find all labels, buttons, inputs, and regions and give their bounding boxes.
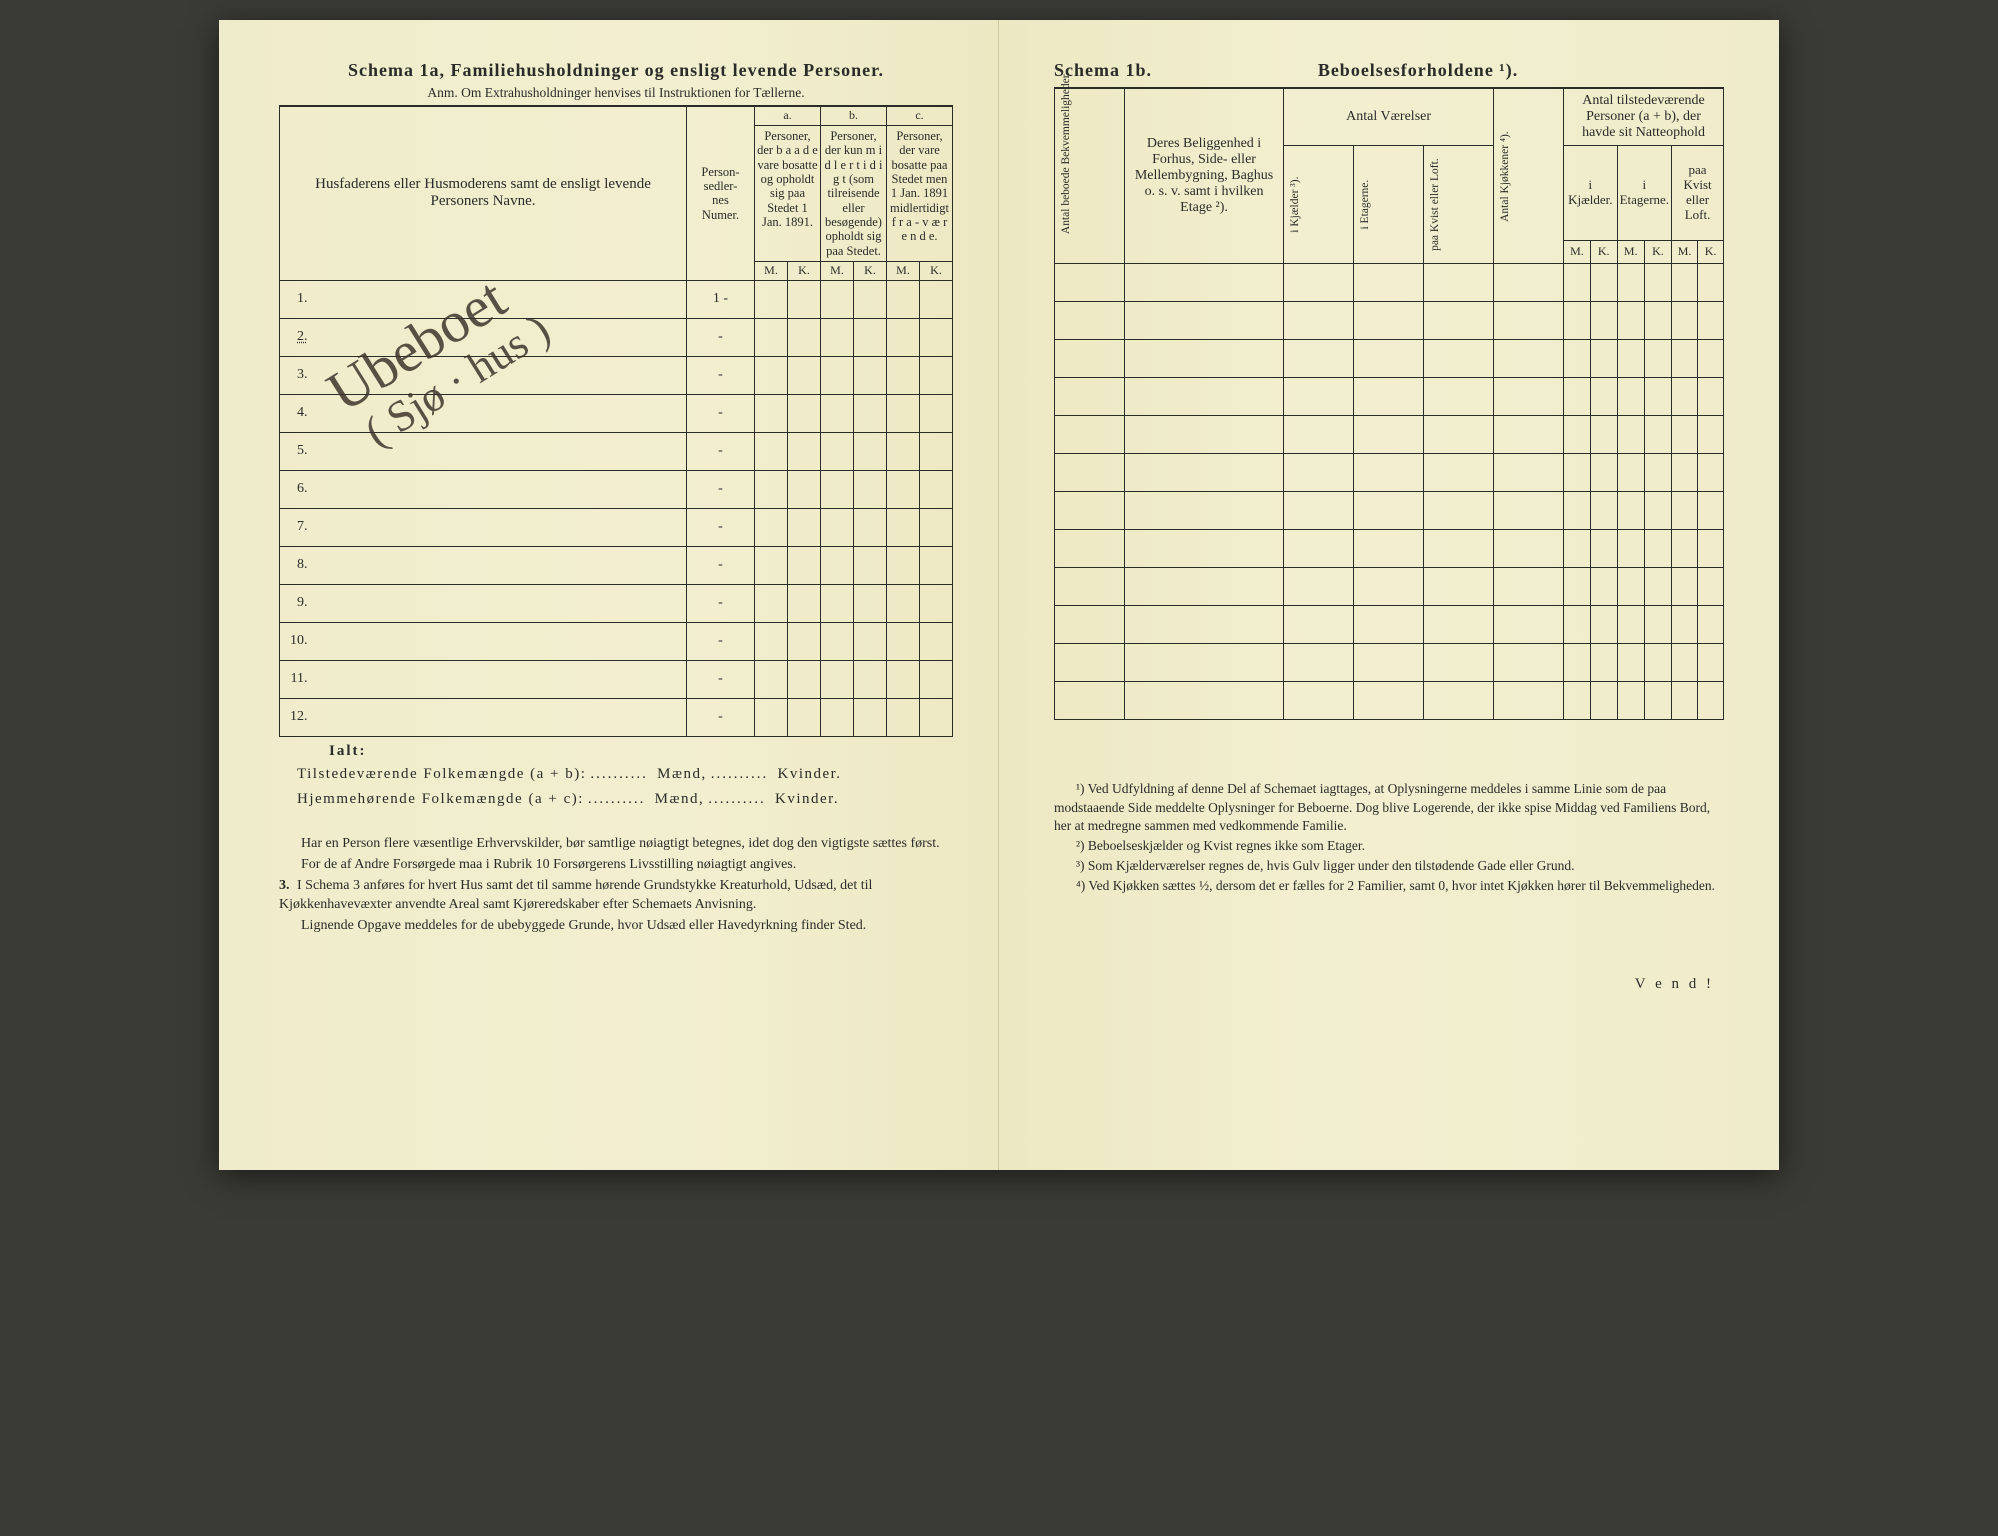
kv-M: M. — [1672, 241, 1698, 264]
schema-1b-table: Antal beboede Bekvemmeligheder. Deres Be… — [1054, 88, 1724, 720]
rooms-kvist: paa Kvist eller Loft. — [1424, 146, 1494, 264]
anm-line: Anm. Om Extrahusholdninger henvises til … — [279, 85, 953, 106]
table-row: 3.- — [280, 356, 953, 394]
table-row: 12.- — [280, 698, 953, 736]
schema-1a-table: Husfaderens eller Husmoderens samt de en… — [279, 106, 953, 737]
kj-K: K. — [1590, 241, 1617, 264]
table-row — [1055, 682, 1724, 720]
pers-kjælder: i Kjælder. — [1564, 146, 1618, 241]
a-M: M. — [755, 262, 788, 281]
table-row — [1055, 492, 1724, 530]
schema-1a-title: Schema 1a, Familiehusholdninger og ensli… — [279, 60, 953, 81]
kj-M: M. — [1564, 241, 1591, 264]
table-row — [1055, 606, 1724, 644]
col-kjokken: Antal Kjøkkener ⁴). — [1494, 89, 1564, 264]
schema-1b-rows — [1055, 264, 1724, 720]
left-notes: Har en Person flere væsentlige Erhvervsk… — [279, 835, 953, 935]
vend-label: V e n d ! — [1054, 976, 1724, 993]
table-row — [1055, 454, 1724, 492]
c-M: M. — [887, 262, 920, 281]
grp-vaerelser: Antal Værelser — [1284, 89, 1494, 146]
table-row — [1055, 530, 1724, 568]
note-1: Har en Person flere væsentlige Erhvervsk… — [279, 835, 953, 854]
pers-kvist: paa Kvist eller Loft. — [1672, 146, 1724, 241]
table-row: 8.- — [280, 546, 953, 584]
rooms-kjælder: i Kjælder ³). — [1284, 146, 1354, 264]
schema-1b-title: Beboelsesforholdene ¹). — [1318, 60, 1518, 81]
b-K: K. — [854, 262, 887, 281]
a-K: K. — [788, 262, 821, 281]
totals-hjemme: Hjemmehørende Folkemængde (a + c): Mænd,… — [279, 787, 953, 813]
c-K: K. — [920, 262, 953, 281]
kv-K: K. — [1698, 241, 1724, 264]
right-footnotes: ¹) Ved Udfyldning af denne Del af Schema… — [1054, 780, 1724, 895]
table-row — [1055, 340, 1724, 378]
et-M: M. — [1617, 241, 1644, 264]
col-beliggenhed: Deres Beliggenhed i Forhus, Side- eller … — [1125, 89, 1284, 264]
grp-a: a. — [755, 107, 821, 126]
footnote-2: ²) Beboelseskjælder og Kvist regnes ikke… — [1054, 837, 1724, 855]
note-4: Lignende Opgave meddeles for de ubebygge… — [279, 917, 953, 936]
grp-a-text: Personer, der b a a d e vare bosatte og … — [755, 125, 821, 261]
pers-etager: i Etagerne. — [1617, 146, 1671, 241]
note-2: For de af Andre Forsørgede maa i Rubrik … — [279, 856, 953, 875]
table-row — [1055, 264, 1724, 302]
ialt-label: Ialt: — [279, 737, 953, 762]
table-row: 4.- — [280, 394, 953, 432]
table-row — [1055, 568, 1724, 606]
totals-tilstede: Tilstedeværende Folkemængde (a + b): Mæn… — [279, 762, 953, 788]
left-page: Schema 1a, Familiehusholdninger og ensli… — [219, 20, 999, 1170]
grp-b: b. — [821, 107, 887, 126]
note-3: 3.I Schema 3 anføres for hvert Hus samt … — [279, 877, 953, 915]
right-page: Schema 1b. Beboelsesforholdene ¹). Antal… — [999, 20, 1779, 1170]
table-row: 7.- — [280, 508, 953, 546]
table-row — [1055, 302, 1724, 340]
table-row: 5.- — [280, 432, 953, 470]
table-row — [1055, 644, 1724, 682]
table-row: 10.- — [280, 622, 953, 660]
schema-1a-rows: 1.1 - 2.- 3.- 4.- 5.- 6.- 7.- 8.- 9.- 10… — [280, 280, 953, 736]
grp-personer: Antal tilstedeværende Personer (a + b), … — [1564, 89, 1724, 146]
col-bekvem: Antal beboede Bekvemmeligheder. — [1055, 89, 1125, 264]
footnote-4: ⁴) Ved Kjøkken sættes ½, dersom det er f… — [1054, 877, 1724, 895]
col-names-header: Husfaderens eller Husmoderens samt de en… — [280, 107, 687, 281]
col-personseddel-header: Person- sedler- nes Numer. — [687, 107, 755, 281]
table-row: 9.- — [280, 584, 953, 622]
table-row — [1055, 378, 1724, 416]
grp-c: c. — [887, 107, 953, 126]
grp-b-text: Personer, der kun m i d l e r t i d i g … — [821, 125, 887, 261]
table-row: 2.- — [280, 318, 953, 356]
footnote-3: ³) Som Kjælderværelser regnes de, hvis G… — [1054, 857, 1724, 875]
et-K: K. — [1644, 241, 1671, 264]
table-row: 11.- — [280, 660, 953, 698]
table-row — [1055, 416, 1724, 454]
rooms-etager: i Etagerne. — [1354, 146, 1424, 264]
b-M: M. — [821, 262, 854, 281]
table-row: 1.1 - — [280, 280, 953, 318]
footnote-1: ¹) Ved Udfyldning af denne Del af Schema… — [1054, 780, 1724, 835]
table-row: 6.- — [280, 470, 953, 508]
grp-c-text: Personer, der vare bosatte paa Stedet me… — [887, 125, 953, 261]
